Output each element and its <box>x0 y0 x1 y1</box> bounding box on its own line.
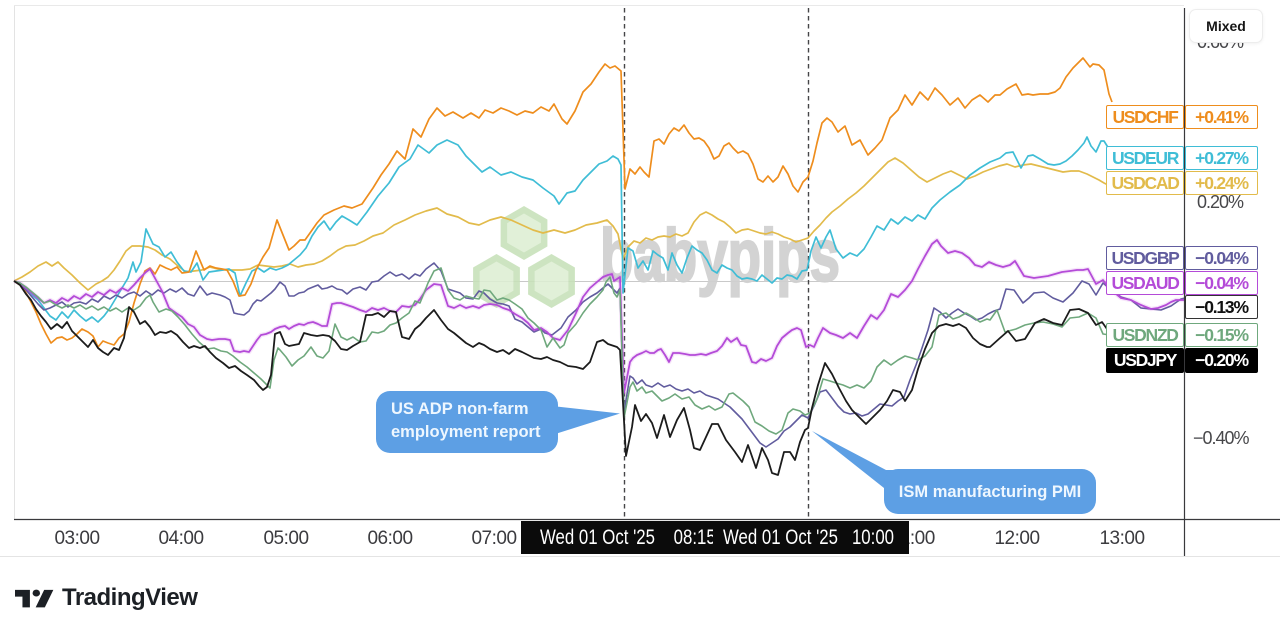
svg-text:US ADP non-farm: US ADP non-farm <box>391 400 529 418</box>
svg-text:ISM manufacturing PMI: ISM manufacturing PMI <box>899 483 1081 501</box>
svg-text:TradingView: TradingView <box>62 584 198 611</box>
svg-text:babypips: babypips <box>600 214 840 297</box>
svg-text:employment report: employment report <box>391 423 541 441</box>
